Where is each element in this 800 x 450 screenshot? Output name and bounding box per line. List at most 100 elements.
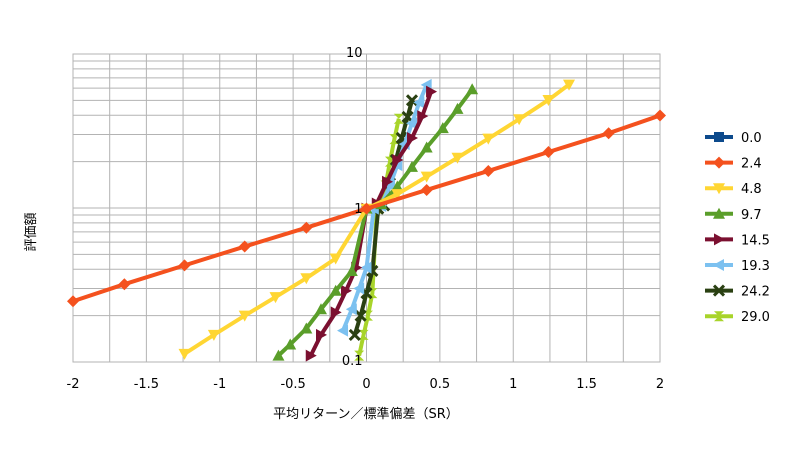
data-point: [383, 179, 395, 192]
legend-label: 24.2: [741, 285, 770, 300]
y-axis-title: 評価額: [24, 212, 39, 251]
legend-item: 2.4: [705, 156, 762, 172]
legend-marker: [713, 207, 725, 219]
data-point: [391, 180, 404, 192]
data-point: [300, 322, 313, 334]
data-point: [362, 310, 373, 321]
data-point: [382, 175, 394, 188]
data-point: [393, 113, 404, 124]
legend-marker: [713, 259, 724, 271]
legend-item: 9.7: [705, 207, 762, 223]
x-tick-label: -0.5: [280, 377, 305, 392]
data-point: [178, 259, 191, 272]
data-point: [405, 117, 417, 130]
x-axis-title: 平均リターン／標準偏差（SR）: [273, 406, 459, 422]
legend-label: 0.0: [741, 131, 762, 146]
data-point: [300, 221, 313, 234]
legend: 0.0 2.4 4.8 9.7 14.5 19.3 24.2 29.0: [705, 131, 770, 325]
legend-marker: [713, 156, 725, 169]
series-line: [183, 82, 571, 356]
data-point: [451, 102, 464, 114]
data-point: [345, 303, 357, 316]
data-point: [353, 282, 365, 295]
data-point: [238, 240, 251, 253]
series-2.4: [67, 109, 666, 308]
data-point: [466, 83, 479, 95]
data-point: [67, 295, 79, 308]
data-point: [391, 189, 404, 201]
data-point: [417, 110, 429, 123]
data-point: [207, 329, 220, 341]
data-point: [315, 303, 328, 315]
data-point: [360, 202, 373, 215]
x-tick-label: 0: [362, 377, 370, 392]
legend-label: 4.8: [741, 182, 762, 197]
legend-item: 19.3: [705, 259, 770, 274]
data-point: [358, 329, 369, 340]
legend-item: 14.5: [705, 233, 770, 248]
data-point: [654, 109, 666, 122]
series-19.3: [337, 78, 432, 337]
data-point: [345, 264, 358, 276]
legend-item: 0.0: [705, 131, 762, 146]
legend-item: 29.0: [705, 310, 770, 325]
data-point: [305, 349, 317, 362]
data-point: [300, 273, 313, 285]
data-point: [405, 160, 418, 172]
legend-label: 14.5: [741, 233, 770, 248]
x-tick-labels: -2 -1.5 -1 -0.5 0 0.5 1 1.5 2: [67, 377, 665, 392]
y-tick-label: 10: [346, 46, 363, 61]
legend-item: 24.2: [705, 284, 770, 300]
data-point: [451, 152, 464, 164]
data-point: [420, 183, 433, 196]
data-point: [337, 324, 349, 337]
data-point: [348, 328, 361, 341]
x-tick-label: 1: [509, 377, 517, 392]
legend-label: 9.7: [741, 208, 762, 223]
legend-marker: [714, 233, 725, 246]
y-tick-labels: 0.1 1 10: [342, 46, 363, 369]
x-tick-label: -1: [213, 377, 226, 392]
data-point: [405, 94, 419, 107]
x-tick-label: 0.5: [430, 377, 451, 392]
series-layer: [67, 78, 666, 362]
data-point: [238, 310, 251, 322]
data-point: [482, 164, 495, 177]
x-tick-label: 1.5: [576, 377, 597, 392]
y-tick-label: 0.1: [342, 354, 363, 369]
legend-item: 4.8: [705, 182, 762, 197]
data-point: [563, 79, 576, 91]
x-tick-label: 2: [656, 377, 664, 392]
data-point: [330, 306, 342, 319]
legend-label: 29.0: [741, 310, 770, 325]
legend-marker: [714, 311, 724, 322]
y-tick-label: 1: [354, 202, 362, 217]
legend-label: 2.4: [741, 157, 762, 172]
data-point: [269, 292, 282, 304]
data-point: [436, 122, 449, 134]
x-tick-label: -1.5: [134, 377, 159, 392]
data-point: [178, 348, 191, 360]
data-point: [272, 349, 285, 361]
data-point: [329, 253, 342, 265]
data-point: [513, 114, 526, 126]
data-point: [354, 350, 365, 361]
data-point: [542, 94, 555, 106]
data-point: [413, 96, 425, 109]
legend-marker: [714, 132, 724, 142]
legend-label: 19.3: [741, 259, 770, 274]
data-point: [118, 278, 131, 291]
data-point: [602, 127, 615, 140]
data-point: [360, 261, 372, 274]
data-point: [284, 338, 297, 350]
data-point: [354, 309, 367, 322]
legend-marker: [712, 284, 726, 297]
legend-marker: [713, 183, 725, 195]
data-point: [392, 153, 404, 166]
x-tick-label: -2: [67, 377, 80, 392]
data-point: [340, 284, 352, 297]
data-point: [426, 85, 438, 98]
data-point: [482, 133, 495, 145]
data-point: [406, 131, 418, 144]
